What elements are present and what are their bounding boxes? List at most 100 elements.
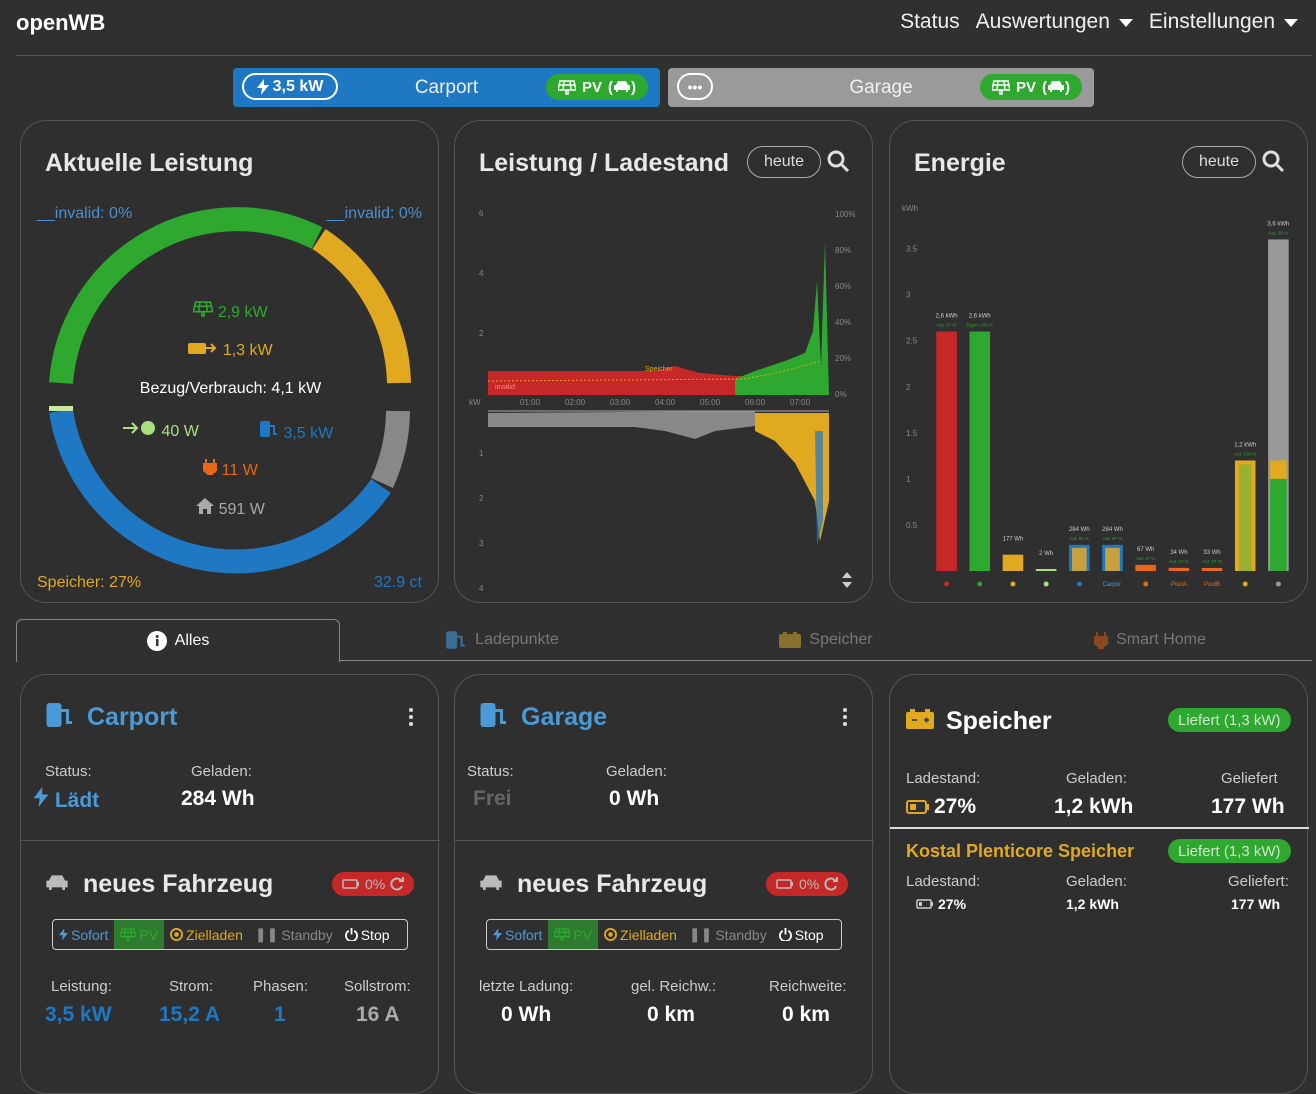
bar-value-label: 33 Wh — [1203, 550, 1220, 556]
tab-speicher[interactable]: Speicher — [664, 619, 988, 661]
bar-value-label: 177 Wh — [1003, 537, 1024, 543]
bar-value-label: 2,6 kWh — [936, 314, 958, 320]
mode-sofort[interactable]: Sofort — [487, 920, 548, 949]
power-donut — [49, 207, 411, 574]
bolt-icon — [33, 787, 49, 807]
day-select-button[interactable]: heute — [1182, 146, 1256, 178]
mode-stop[interactable]: Stop — [773, 920, 830, 949]
chargepoint-card-carport: Carport Status: Lädt Geladen: 284 Wh neu… — [20, 674, 440, 1094]
main-nav: Status Auswertungen Einstellungen — [900, 10, 1298, 34]
more-vertical-icon[interactable] — [843, 708, 847, 729]
x-tick-icon — [977, 581, 983, 587]
x-tick-icon — [1275, 581, 1281, 587]
status-label: Status: — [467, 763, 514, 780]
range-value: 0 km — [782, 1003, 830, 1026]
energy-bar-inner — [1270, 460, 1287, 483]
bar-value-label: 2,6 kWh — [969, 314, 991, 320]
more-icon: ••• — [677, 73, 713, 100]
info-icon — [146, 631, 167, 651]
mode-sofort[interactable]: Sofort — [53, 920, 114, 949]
battery-device-badge: Liefert (1,3 kW) — [1168, 839, 1291, 863]
refresh-icon — [824, 877, 839, 891]
setcurrent-value: 16 A — [356, 1003, 400, 1026]
mode-pv[interactable]: PV — [548, 920, 599, 949]
battery-value: 1,3 kW — [21, 341, 440, 360]
mode-pv[interactable]: PV — [114, 920, 165, 949]
x-tick-icon — [1143, 581, 1149, 587]
brand-logo[interactable]: openWB — [16, 10, 106, 35]
svg-text:3: 3 — [479, 539, 484, 548]
search-icon[interactable] — [827, 150, 849, 172]
chargepoint-button-garage[interactable]: ••• Garage PV () — [668, 68, 1094, 107]
svg-text:6: 6 — [479, 209, 484, 218]
mode-stop[interactable]: Stop — [339, 920, 396, 949]
nav-status[interactable]: Status — [900, 10, 960, 33]
energy-bar — [1168, 567, 1190, 571]
battery-empty-icon — [342, 879, 359, 889]
invalid-left: __invalid: 0% — [37, 205, 133, 222]
battery-device-title[interactable]: Kostal Plenticore Speicher — [906, 841, 1135, 861]
tab-alles[interactable]: Alles — [16, 619, 340, 662]
energy-bar — [969, 331, 991, 571]
bolt-icon — [256, 78, 269, 95]
soc-badge[interactable]: 0% — [766, 872, 849, 896]
total-consumption: Bezug/Verbrauch: 4,1 kW — [139, 380, 322, 397]
day-select-button[interactable]: heute — [747, 146, 821, 178]
solar-panel-icon — [192, 301, 214, 317]
charge-mode-selector: Sofort PV Zielladen ❚❚ Standby Stop — [486, 919, 842, 950]
bar-value-label: 34 Wh — [1170, 550, 1187, 556]
y-tick-label: 1.5 — [906, 429, 918, 438]
divider — [890, 827, 1309, 829]
last-charge-label: letzte Ladung: — [479, 978, 574, 995]
svg-text:invalid: invalid — [495, 384, 515, 391]
vehicle-name: neues Fahrzeug — [517, 870, 708, 898]
tab-smart-home[interactable]: Smart Home — [988, 619, 1312, 661]
range-charged-label: gel. Reichw.: — [631, 978, 717, 995]
mode-standby[interactable]: ❚❚ Standby — [254, 926, 333, 943]
x-tick-label: PoolA — [1171, 582, 1187, 588]
x-tick-icon — [1043, 581, 1049, 587]
device-soc-label: Ladestand: — [906, 873, 981, 890]
y-tick-label: 1 — [906, 475, 911, 484]
bar-sub-label: Eigen: 100 % — [966, 323, 993, 328]
search-icon[interactable] — [1262, 150, 1284, 172]
chargepoint-title: Garage — [521, 703, 608, 731]
car-icon — [1048, 80, 1064, 92]
vehicle-name: neues Fahrzeug — [83, 870, 274, 898]
y-tick-label: 0.5 — [906, 521, 918, 530]
energy-bar — [1002, 554, 1024, 571]
mode-zielladen[interactable]: Zielladen — [598, 920, 683, 949]
device-charged-value: 1,2 kWh — [1066, 896, 1119, 912]
mode-standby[interactable]: ❚❚ Standby — [688, 926, 767, 943]
x-tick-label: PoolB — [1204, 582, 1220, 588]
chargepoint-title: Carport — [87, 703, 178, 731]
battery-discharge-icon — [188, 343, 217, 354]
svg-text:100%: 100% — [835, 210, 855, 219]
chevron-down-icon — [1118, 19, 1133, 27]
nav-auswertungen[interactable]: Auswertungen — [976, 10, 1133, 34]
x-tick-label: Carpor. — [1103, 582, 1123, 588]
tab-ladepunkte[interactable]: Ladepunkte — [340, 619, 664, 661]
energy-bar-inner — [1072, 547, 1087, 571]
charged-value: 1,2 kWh — [1054, 795, 1134, 818]
energy-bar — [936, 331, 957, 571]
bar-sub-label: Aut: 27 % — [1136, 556, 1156, 561]
device-soc-value: 27% — [916, 896, 966, 912]
power-value: 3,5 kW — [45, 1003, 112, 1026]
device-delivered-value: 177 Wh — [1231, 896, 1281, 912]
chargepoint-button-carport[interactable]: 3,5 kW Carport PV () — [233, 68, 660, 107]
battery-icon — [779, 632, 802, 648]
svg-text:2: 2 — [479, 494, 484, 503]
bar-value-label: 284 Wh — [1069, 527, 1090, 533]
soc-badge[interactable]: 0% — [332, 872, 415, 896]
x-tick-icon — [1010, 581, 1016, 587]
car-icon — [46, 875, 68, 890]
mode-zielladen[interactable]: Zielladen — [164, 920, 249, 949]
nav-einstellungen[interactable]: Einstellungen — [1149, 10, 1298, 34]
more-vertical-icon[interactable] — [409, 708, 413, 729]
history-card: Leistung / Ladestand heute 6 4 2 kW 1 2 … — [454, 120, 873, 603]
mode-badge: PV () — [545, 74, 648, 100]
status-value: Frei — [473, 787, 512, 810]
car-icon — [614, 80, 630, 92]
chargepoint-card-garage: Garage Status: Frei Geladen: 0 Wh neues … — [454, 674, 874, 1094]
